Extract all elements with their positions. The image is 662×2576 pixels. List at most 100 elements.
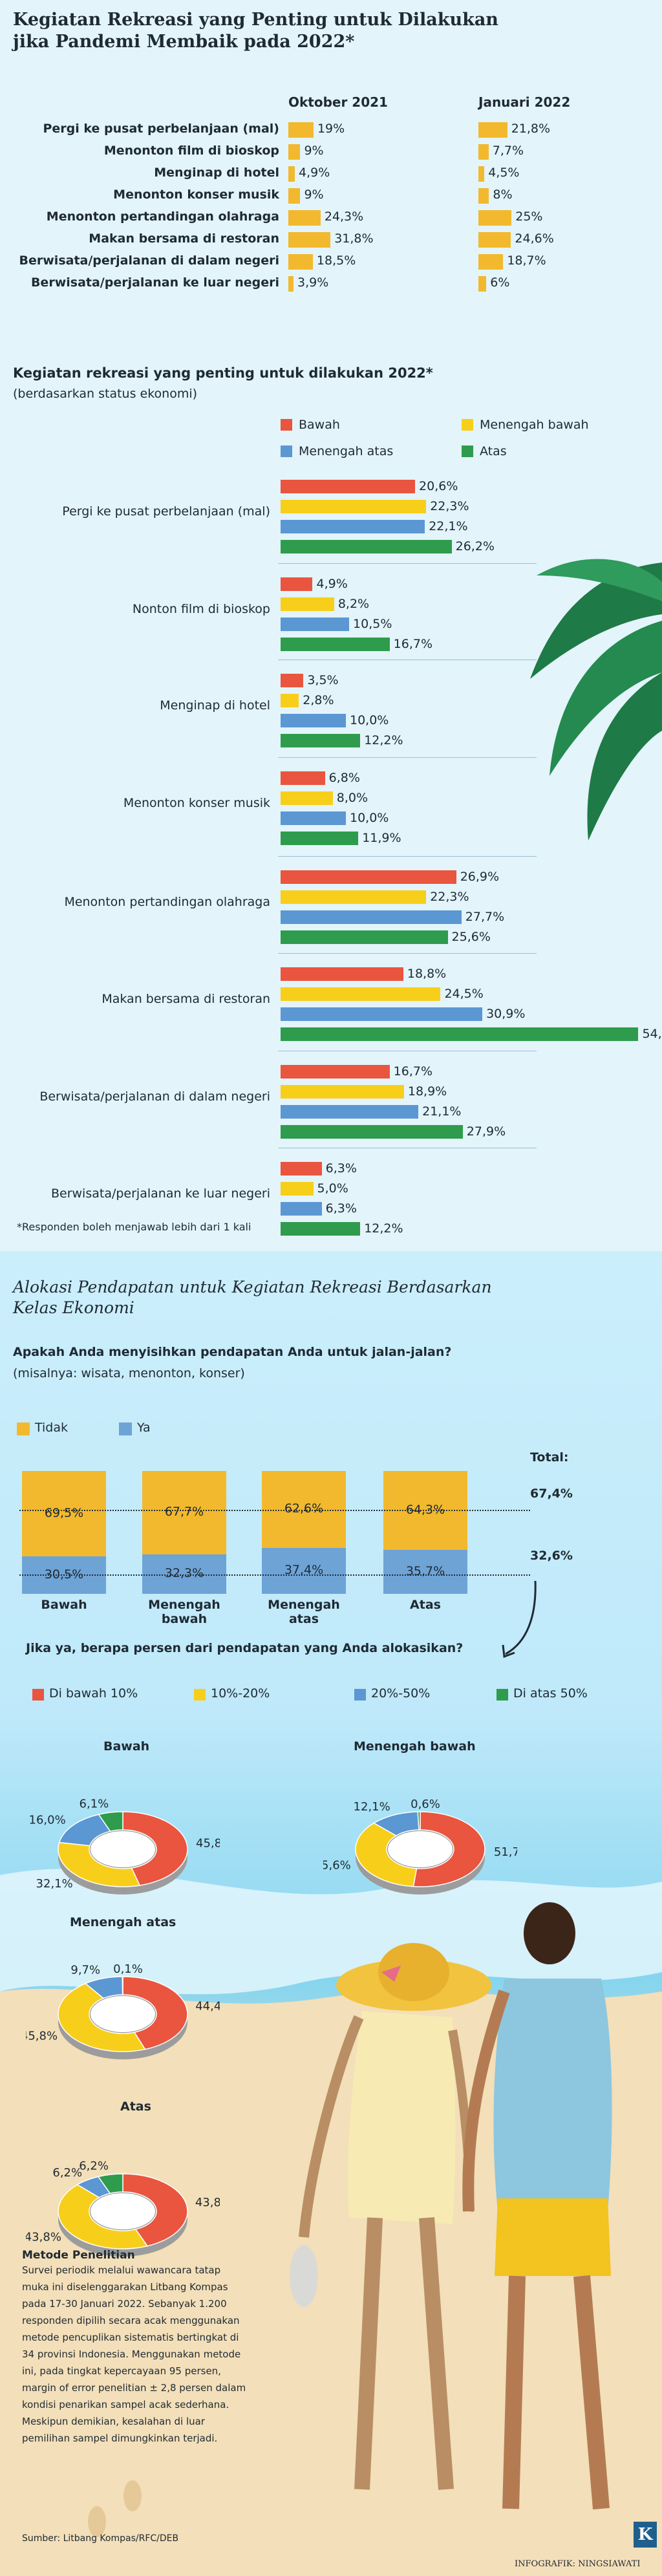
legend-tidak-label: Tidak [35, 1421, 69, 1435]
label-ya: 37,4% [284, 1563, 324, 1578]
footnote: *Responden boleh menjawab lebih dari 1 k… [17, 1221, 251, 1233]
bar-tidak [142, 1471, 226, 1554]
category-label: Menonton konser musik [113, 188, 279, 202]
data-bar-menengah-bawah [281, 597, 334, 611]
donut-slice [122, 1976, 123, 1995]
method-line: pada 17-30 Januari 2022. Sebanyak 1.200 [22, 2298, 227, 2310]
method-line: pemilihan sampel dimungkinkan terjadi. [22, 2432, 218, 2444]
data-label-oct: 19% [317, 122, 345, 136]
donut-chart: 45,8% 32,1% 16,0% 6,1% [29, 1797, 220, 1894]
data-bar-bawah [281, 870, 456, 884]
curved-arrow-icon [502, 1580, 537, 1658]
legend-label: Di atas 50% [513, 1686, 588, 1701]
data-bar-jan [478, 166, 485, 182]
method-line: metode pencuplikan sistematis bertingkat… [22, 2332, 239, 2343]
method-line: 34 provinsi Indonesia. Menggunakan metod… [22, 2348, 241, 2360]
total-tidak-value: 67,4% [530, 1487, 573, 1501]
method-line: margin of error penelitian ± 2,8 persen … [22, 2382, 246, 2394]
section2-subtitle: (berdasarkan status ekonomi) [13, 387, 198, 401]
section3-title-line2: Kelas Ekonomi [13, 1298, 134, 1317]
data-bar-oct [288, 276, 294, 292]
data-bar-menengah-atas [281, 1105, 419, 1119]
donut-value-label: 43,8% [195, 2196, 220, 2209]
data-bar-jan [478, 232, 511, 248]
data-label: 22,3% [430, 890, 469, 904]
data-bar-oct [288, 144, 301, 160]
man-illustration [462, 1902, 612, 2510]
section1-title-line1: Kegiatan Rekreasi yang Penting untuk Dil… [13, 10, 498, 30]
source-note: Sumber: Litbang Kompas/RFC/DEB [22, 2533, 179, 2544]
donut-hole [91, 2193, 155, 2229]
data-bar-menengah-atas [281, 811, 346, 825]
data-label-oct: 24,3% [324, 209, 364, 224]
data-label: 30,9% [486, 1007, 526, 1021]
legend-swatch [32, 1689, 44, 1701]
data-label: 5,0% [317, 1181, 348, 1196]
label-ya: 35,7% [405, 1564, 445, 1579]
category-label: Menonton pertandingan olahraga [64, 895, 270, 909]
category-label: Pergi ke pusat perbelanjaan (mal) [62, 504, 270, 519]
data-bar-menengah-atas [281, 1007, 483, 1021]
legend-tidak-swatch [17, 1422, 30, 1435]
legend-label: Bawah [299, 418, 340, 432]
data-bar-oct [288, 210, 321, 226]
separator-line [278, 563, 537, 564]
data-label: 12,2% [364, 1221, 403, 1236]
legend-swatch [496, 1689, 508, 1701]
data-bar-menengah-bawah [281, 500, 427, 513]
legend-swatch [281, 419, 292, 431]
donut-hole [91, 1831, 155, 1867]
legend-ya-swatch [119, 1422, 132, 1435]
question-2: Jika ya, berapa persen dari pendapatan y… [26, 1641, 464, 1655]
category-label: Menonton pertandingan olahraga [46, 209, 279, 224]
data-bar-atas [281, 930, 448, 944]
data-label: 54,8% [642, 1027, 662, 1041]
data-label-jan: 24,6% [515, 231, 554, 246]
data-label: 11,9% [362, 831, 401, 845]
data-label: 4,9% [316, 577, 348, 591]
donut-value-label: 0,1% [113, 1962, 143, 1976]
data-bar-oct [288, 232, 331, 248]
category-label: Atas [410, 1598, 441, 1612]
data-label: 24,5% [444, 987, 484, 1001]
data-label-jan: 6% [490, 275, 510, 290]
donut-value-label: 45,8% [196, 1837, 220, 1851]
legend-swatch [354, 1689, 366, 1701]
data-bar-jan [478, 188, 489, 204]
data-label: 22,1% [429, 519, 468, 533]
donut-value-label: 35,6% [323, 1858, 351, 1872]
category-label: Menginap di hotel [160, 698, 270, 713]
section2-title: Kegiatan rekreasi yang penting untuk dil… [13, 365, 433, 381]
data-bar-jan [478, 210, 512, 226]
donut-hole [91, 1996, 155, 2032]
data-label: 21,1% [422, 1104, 462, 1119]
separator-line [278, 757, 537, 758]
data-bar-jan [478, 122, 507, 138]
data-bar-bawah [281, 1162, 322, 1175]
data-label-oct: 18,5% [316, 253, 356, 268]
section3-title: Alokasi Pendapatan untuk Kegiatan Rekrea… [13, 1277, 492, 1318]
category-label: Bawah [41, 1598, 87, 1612]
bar-tidak [22, 1471, 106, 1557]
donut-slice [98, 1811, 123, 1832]
separator-line [278, 953, 537, 954]
label-tidak: 62,6% [284, 1501, 324, 1516]
category-label: Makan bersama di restoran [101, 992, 270, 1006]
data-bar-menengah-atas [281, 714, 346, 727]
data-bar-jan [478, 144, 489, 160]
data-bar-menengah-atas [281, 617, 350, 631]
separator-line [278, 856, 537, 857]
category-label: Berwisata/perjalanan ke luar negeri [30, 275, 279, 290]
data-bar-menengah-bawah [281, 987, 441, 1001]
data-bar-menengah-atas [281, 910, 462, 924]
category-label: Menonton film di bioskop [103, 144, 279, 158]
data-bar-bawah [281, 1065, 390, 1079]
data-bar-atas [281, 734, 361, 747]
category-label: Pergi ke pusat perbelanjaan (mal) [43, 122, 280, 136]
donut-slice [412, 1811, 486, 1887]
label-tidak: 67,7% [164, 1505, 204, 1519]
data-bar-oct [288, 122, 314, 138]
legend-swatch [462, 445, 473, 457]
guide-line [19, 1574, 530, 1576]
donut-title: Bawah [103, 1739, 150, 1754]
